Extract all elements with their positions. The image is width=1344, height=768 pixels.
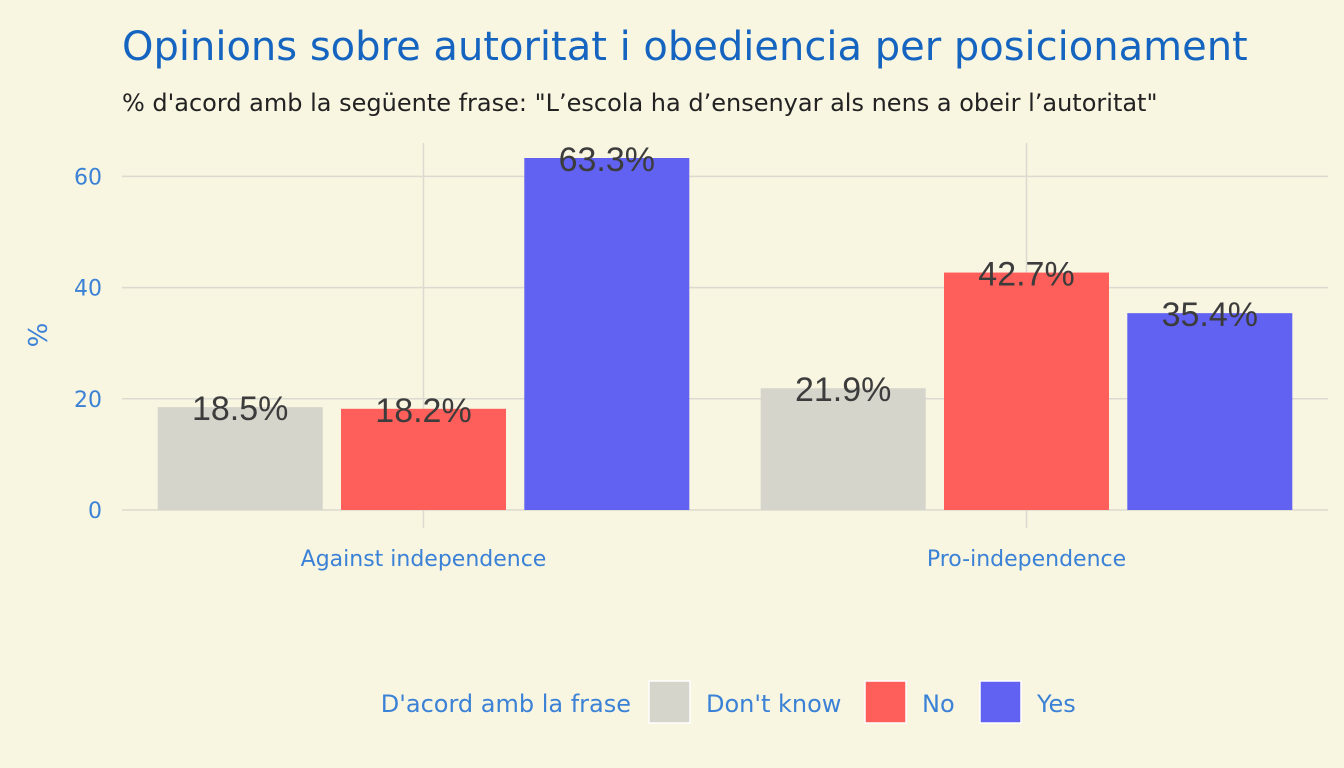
data-label: 18.2% <box>375 392 471 430</box>
y-tick-label: 60 <box>74 165 102 190</box>
data-label: 21.9% <box>795 371 891 409</box>
data-labels: 18.5% 18.2% 63.3% 21.9% 42.7% 35.4% <box>192 141 1258 430</box>
data-label: 18.5% <box>192 390 288 428</box>
legend-label: Yes <box>1036 690 1076 718</box>
data-label: 35.4% <box>1162 296 1258 334</box>
legend-label: No <box>922 690 955 718</box>
axes: 0 20 40 60 Against independence Pro-independe… <box>74 165 1126 572</box>
data-label: 63.3% <box>559 141 655 179</box>
bar <box>157 407 323 510</box>
legend-key <box>979 680 1022 724</box>
y-tick-label: 40 <box>74 277 102 302</box>
legend-key <box>648 680 691 724</box>
bars <box>157 158 1293 510</box>
legend-key <box>864 680 907 724</box>
bar <box>1127 313 1293 510</box>
bar <box>524 158 690 510</box>
chart-title: Opinions sobre autoritat i obediencia pe… <box>122 24 1248 70</box>
bar <box>760 388 926 510</box>
x-tick-label: Pro-independence <box>927 547 1126 572</box>
legend-label: Don't know <box>706 690 841 718</box>
x-tick-label: Against independence <box>301 547 547 572</box>
chart-subtitle: % d'acord amb la següente frase: "L’esco… <box>122 89 1158 117</box>
legend-title: D'acord amb la frase <box>381 690 631 718</box>
bar <box>341 408 506 510</box>
y-tick-label: 20 <box>74 388 102 413</box>
data-label: 42.7% <box>978 256 1074 294</box>
y-axis-title: % <box>24 323 54 348</box>
y-tick-label: 0 <box>88 499 102 524</box>
legend: D'acord amb la frase Don't know No Yes <box>381 680 1076 724</box>
bar <box>944 272 1109 510</box>
